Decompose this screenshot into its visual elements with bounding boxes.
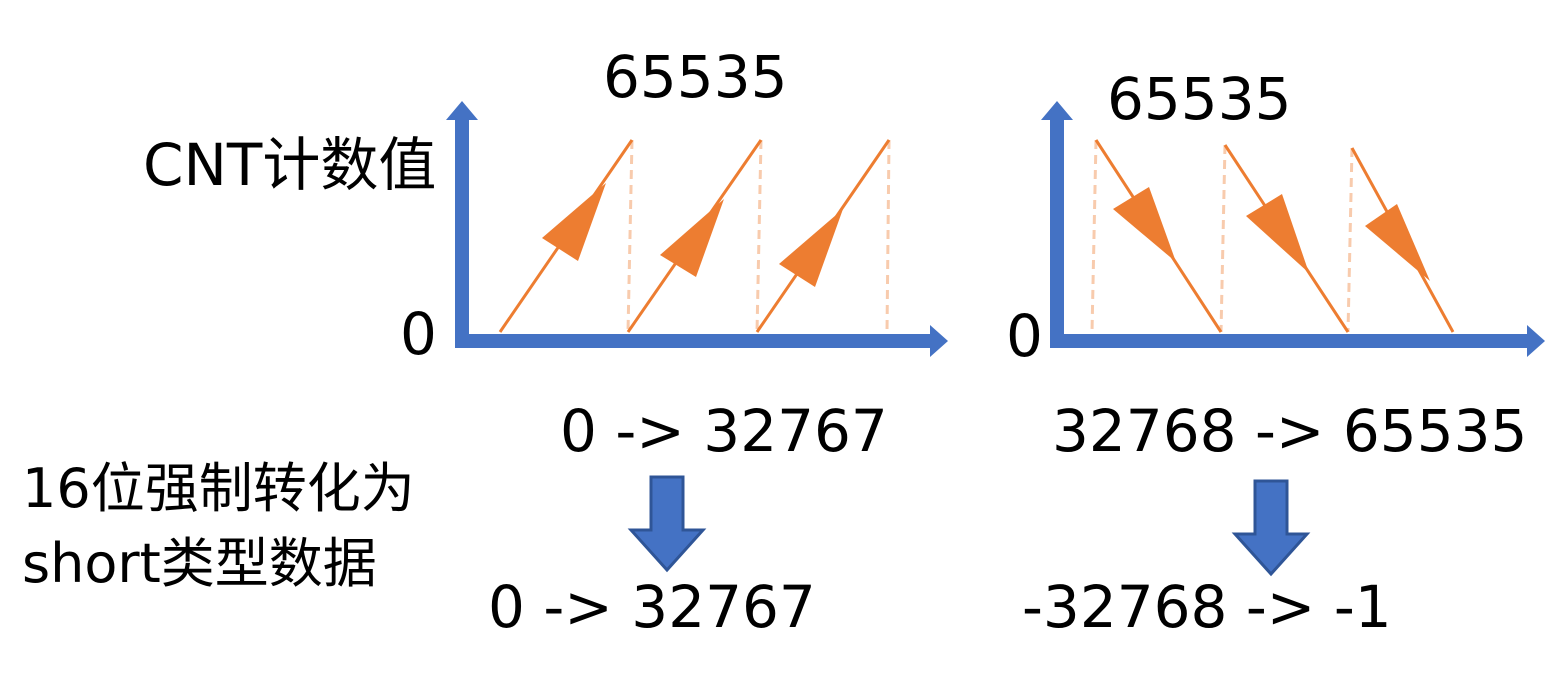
right-reset-line-1 <box>1090 139 1098 333</box>
left-max-value-label: 65535 <box>603 43 788 111</box>
right-ramp-arrow-2 <box>1246 194 1309 273</box>
cast-description-line-2: short类型数据 <box>22 532 377 595</box>
right-y-axis <box>1050 112 1064 348</box>
left-ramp-arrow-1 <box>542 183 606 261</box>
left-x-axis-arrow-icon <box>930 325 948 357</box>
left-cast-down-arrow-icon <box>627 475 707 573</box>
left-ramp-arrow-2 <box>660 199 724 277</box>
left-x-axis <box>455 334 935 348</box>
left-reset-line-2 <box>755 139 763 333</box>
cast-description-line-1: 16位强制转化为 <box>22 457 415 520</box>
right-y-axis-arrow-icon <box>1041 101 1073 120</box>
right-x-axis-arrow-icon <box>1527 325 1545 357</box>
right-reset-line-2 <box>1219 144 1227 333</box>
right-reset-line-3 <box>1346 147 1354 333</box>
left-range-label: 0 -> 32767 <box>560 397 888 465</box>
y-axis-label: CNT计数值 <box>143 131 437 199</box>
right-result-label: -32768 -> -1 <box>1022 573 1392 641</box>
left-reset-line-1 <box>626 139 634 333</box>
left-result-label: 0 -> 32767 <box>488 573 816 641</box>
right-panel <box>1041 101 1545 357</box>
right-cast-down-arrow-icon <box>1231 479 1311 577</box>
right-ramp-arrow-1 <box>1113 187 1176 262</box>
left-y-axis <box>455 112 469 348</box>
left-y-axis-arrow-icon <box>446 101 478 120</box>
left-panel <box>446 101 948 357</box>
left-zero-label: 0 <box>400 300 437 368</box>
right-range-label: 32768 -> 65535 <box>1052 397 1528 465</box>
right-x-axis <box>1050 334 1530 348</box>
right-ramp-arrow-3 <box>1365 204 1430 281</box>
left-reset-line-3 <box>885 139 891 333</box>
right-zero-label: 0 <box>1006 302 1043 370</box>
right-max-value-label: 65535 <box>1107 65 1292 133</box>
left-ramp-arrow-3 <box>779 209 843 287</box>
